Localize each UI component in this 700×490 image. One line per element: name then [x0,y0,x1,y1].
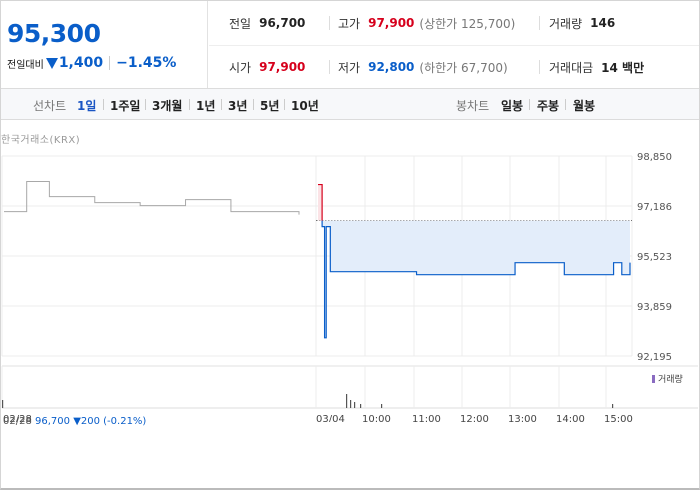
volume-bar [2,400,4,408]
quote-summary: 95,300 전일대비 1,400 −1.45% [1,1,208,88]
hover-date: 02/28 [3,416,32,427]
period-3m-button[interactable]: 3개월 [152,99,183,113]
toolbar-divider [253,99,254,110]
candle-weekly-button[interactable]: 주봉 [537,99,560,113]
line-chart-label: 선차트 [33,99,67,113]
volume-bar [350,400,352,408]
stat-divider [329,60,330,74]
period-1w-button[interactable]: 1주일 [110,99,141,113]
stat-value: 96,700 [259,16,306,30]
stat-value: 97,900 [368,16,415,30]
hover-info: 02/28 96,700 ▼200 (-0.21%) [3,416,146,427]
price-chart: 98,850 97,186 95,523 93,859 92,195 [1,152,698,367]
volume-legend-label: 거래량 [658,375,683,385]
series-line-today-down [321,220,631,339]
toolbar-divider [145,99,146,110]
x-tick-label: 11:00 [412,414,441,422]
stat-volume: 거래량 146 [549,13,615,33]
y-tick-label: 92,195 [637,352,672,363]
volume-bar [346,394,348,408]
stat-lower-limit: (하한가 67,700) [419,60,508,75]
y-tick-label: 93,859 [637,302,672,313]
stat-value: 97,900 [259,60,306,74]
period-1d-button[interactable]: 1일 [77,99,97,113]
toolbar-divider [103,99,104,110]
change-label: 전일대비 [7,59,44,71]
down-arrow-icon [45,57,58,69]
toolbar-divider [284,99,285,110]
stat-amount: 거래대금 14 백만 [549,57,644,77]
toolbar-divider [565,99,566,110]
hover-value: 96,700 [35,416,71,427]
y-tick-label: 97,186 [637,202,672,213]
stat-divider [539,16,540,30]
volume-bars [2,394,614,408]
volume-legend: 거래량 [652,372,683,385]
toolbar-divider [221,99,222,110]
x-tick-label: 15:00 [604,414,633,422]
stat-upper-limit: (상한가 125,700) [419,16,516,31]
stats-divider [209,45,699,46]
chart-toolbar: 선차트 1일 1주일 3개월 1년 3년 5년 10년 봉차트 일봉 주봉 월봉 [1,88,699,120]
x-tick-label: 02/28 [3,414,32,422]
stat-label: 전일 [229,16,252,31]
stat-high: 고가 97,900 (상한가 125,700) [338,13,515,33]
x-tick-label: 13:00 [508,414,537,422]
change-divider [109,56,111,70]
period-1y-button[interactable]: 1년 [196,99,216,113]
hover-change: ▼200 (-0.21%) [73,416,147,427]
volume-bar [381,404,383,408]
toolbar-divider [529,99,530,110]
stat-label: 거래대금 [549,60,594,75]
change-percent: −1.45% [116,55,177,71]
period-3y-button[interactable]: 3년 [228,99,248,113]
volume-bar [360,404,362,408]
y-axis-labels: 98,850 97,186 95,523 93,859 92,195 [637,152,672,363]
change-row: 전일대비 1,400 −1.45% [7,55,176,71]
candle-chart-label: 봉차트 [456,99,490,113]
x-tick-label: 14:00 [556,414,585,422]
x-tick-label: 10:00 [362,414,391,422]
y-tick-label: 98,850 [637,152,672,163]
quote-stats: 전일 96,700 고가 97,900 (상한가 125,700) 거래량 14… [209,1,699,88]
x-axis-labels: 02/28 03/04 10:00 11:00 12:00 13:00 14:00 15:00 [3,414,633,422]
period-5y-button[interactable]: 5년 [260,99,280,113]
stat-divider [539,60,540,74]
stat-label: 저가 [338,60,361,75]
stat-divider [329,16,330,30]
chart-grid [1,155,698,367]
candle-monthly-button[interactable]: 월봉 [573,99,596,113]
stat-value: 92,800 [368,60,415,74]
volume-bar [612,404,614,408]
volume-chart: 02/28 03/04 10:00 11:00 12:00 13:00 14:00 15:00 [1,366,698,422]
stat-low: 저가 92,800 (하한가 67,700) [338,57,508,77]
y-tick-label: 95,523 [637,252,672,263]
stat-label: 거래량 [549,16,583,31]
stat-value: 146 [590,16,616,30]
x-tick-label: 03/04 [316,414,345,422]
candle-daily-button[interactable]: 일봉 [501,99,524,113]
volume-bar [354,402,356,408]
series-line-prev-day [4,181,300,215]
current-price: 95,300 [7,19,101,48]
stat-open: 시가 97,900 [229,57,305,77]
area-above-prev-close [318,184,323,221]
period-10y-button[interactable]: 10년 [291,99,319,113]
stat-label: 고가 [338,16,361,31]
chart-lines [4,181,631,339]
area-below-prev-close [318,220,630,338]
change-value: 1,400 [58,55,104,71]
toolbar-divider [189,99,190,110]
volume-swatch [652,374,655,383]
chart-areas [318,184,630,338]
data-source-label: 한국거래소(KRX) [1,135,81,146]
stat-value: 14 백만 [601,60,645,75]
x-tick-label: 12:00 [460,414,489,422]
stat-label: 시가 [229,60,252,75]
stat-prev-close: 전일 96,700 [229,13,305,33]
